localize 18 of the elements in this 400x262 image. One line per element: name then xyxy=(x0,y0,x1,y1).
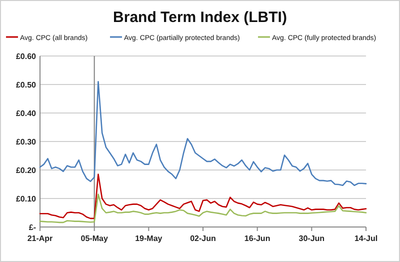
line-series xyxy=(39,81,367,186)
x-tick-label: 21-Apr xyxy=(27,234,53,243)
x-tick-label: 14-Jul xyxy=(354,234,378,243)
x-tick-label: 30-Jun xyxy=(298,234,325,243)
y-tick-label: £0.20 xyxy=(16,166,37,175)
y-tick-label: £0.30 xyxy=(16,138,37,146)
line-series xyxy=(39,174,367,220)
x-tick-label: 05-May xyxy=(80,234,108,243)
y-tick-label: £- xyxy=(28,223,36,232)
y-tick-label: £0.10 xyxy=(16,194,37,204)
line-series xyxy=(39,194,367,224)
x-tick-label: 02-Jun xyxy=(190,234,216,243)
y-tick-label: £0.50 xyxy=(16,80,37,90)
x-tick-label: 19-May xyxy=(135,234,163,243)
x-tick-label: 16-Jun xyxy=(244,234,270,243)
y-tick-label: £0.40 xyxy=(16,109,37,118)
chart-title: Brand Term Index (LBTI) xyxy=(113,9,287,26)
y-tick-label: £0.60 xyxy=(16,52,37,61)
